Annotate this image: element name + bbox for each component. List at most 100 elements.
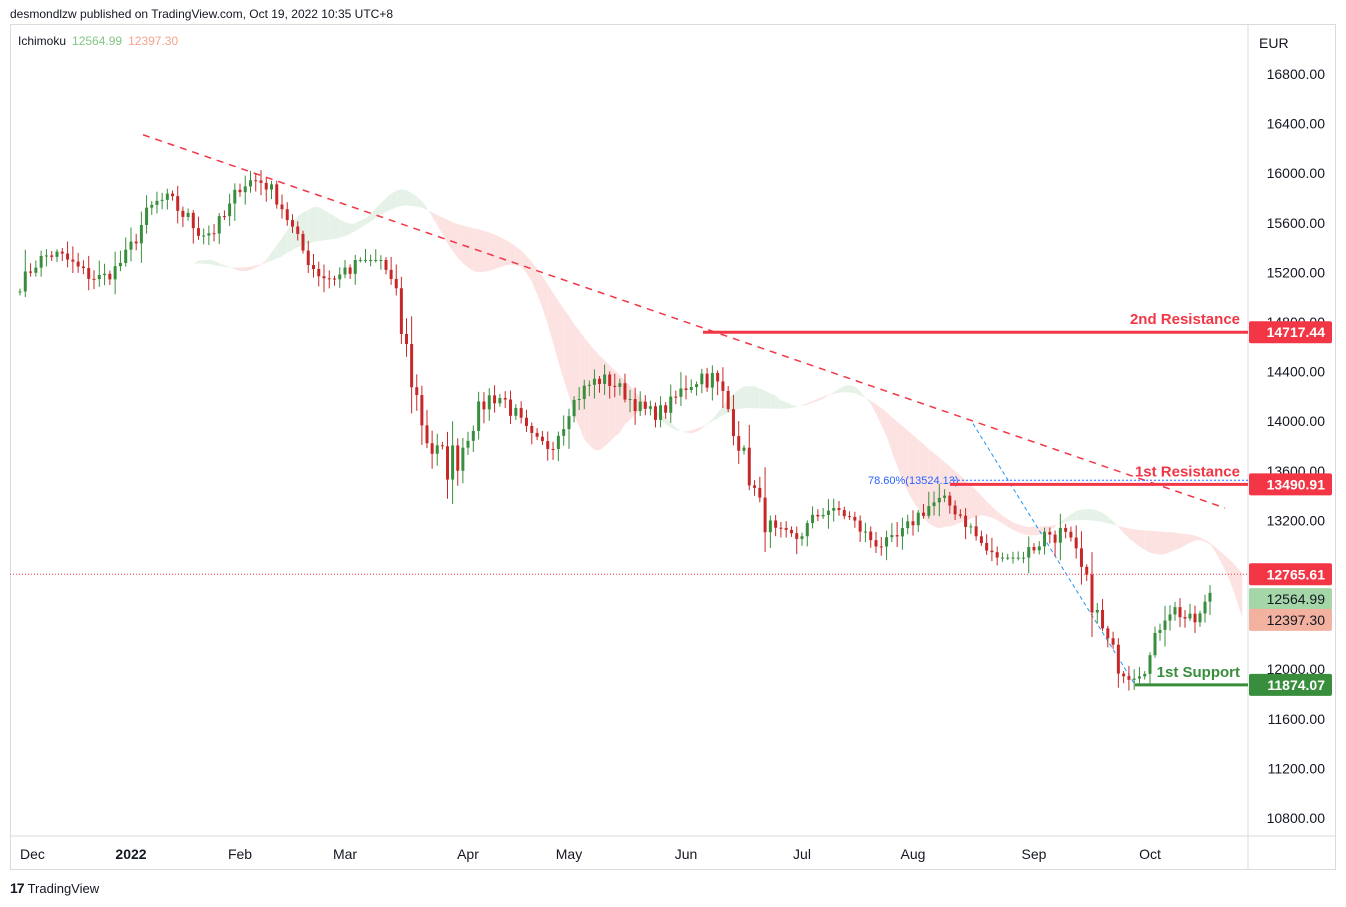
ichimoku-cloud-segment — [833, 388, 839, 394]
candle-body — [243, 186, 247, 193]
candle-body — [608, 374, 612, 386]
y-tick-label: 16800.00 — [1267, 66, 1326, 82]
ichimoku-cloud-segment — [944, 461, 950, 527]
ichimoku-cloud-segment — [1060, 518, 1066, 524]
ichimoku-cloud-segment — [1102, 512, 1108, 524]
ichimoku-cloud-segment — [345, 221, 351, 236]
candle-body — [254, 180, 258, 182]
candle-body — [435, 445, 439, 454]
ichimoku-cloud-segment — [594, 350, 600, 451]
candle-body — [1178, 607, 1182, 618]
candle-body — [618, 383, 622, 387]
candle-body — [863, 531, 867, 533]
ichimoku-cloud-segment — [245, 266, 251, 272]
ichimoku-cloud-segment — [876, 404, 882, 425]
candle-body — [1198, 613, 1202, 623]
chart-frame[interactable] — [10, 24, 1336, 870]
ichimoku-cloud-segment — [214, 260, 220, 267]
indicator-legend[interactable]: Ichimoku 12564.99 12397.30 — [18, 34, 178, 48]
price-axis-tag — [1249, 588, 1332, 611]
candle-body — [789, 529, 793, 534]
candle-body — [456, 445, 460, 471]
candle-body — [524, 417, 528, 426]
candle-body — [296, 226, 300, 234]
candle-body — [322, 276, 326, 279]
ichimoku-cloud-segment — [542, 276, 548, 325]
ichimoku-cloud-segment — [452, 222, 458, 258]
candle-body — [821, 514, 825, 517]
candle-body — [1095, 609, 1099, 613]
candle-body — [191, 212, 195, 229]
candle-body — [176, 196, 180, 211]
candle-body — [364, 260, 367, 261]
candle-body — [369, 260, 373, 261]
ichimoku-cloud-segment — [1175, 532, 1180, 550]
ichimoku-cloud-segment — [680, 431, 686, 433]
ichimoku-cloud-segment — [1049, 524, 1056, 531]
candle-body — [848, 516, 852, 518]
ichimoku-cloud-segment — [1144, 530, 1150, 553]
candle-body — [1106, 628, 1110, 639]
candle-body — [155, 200, 159, 205]
candle-body — [546, 441, 550, 449]
candle-body — [932, 502, 936, 507]
candle-body — [990, 550, 994, 553]
y-tick-label: 13200.00 — [1267, 512, 1326, 528]
candle-body — [217, 216, 221, 234]
ichimoku-cloud-segment — [599, 355, 605, 451]
ichimoku-cloud-segment — [282, 230, 288, 257]
ichimoku-cloud-segment — [759, 388, 766, 409]
ichimoku-cloud-segment — [396, 189, 402, 208]
candle-body — [374, 260, 378, 261]
candle-body — [567, 416, 571, 430]
ichimoku-cloud-segment — [907, 430, 913, 501]
candle-body — [753, 485, 757, 488]
candle-body — [1101, 609, 1105, 629]
ichimoku-cloud-segment — [1214, 546, 1220, 559]
ichimoku-cloud-segment — [162, 271, 168, 276]
ichimoku-cloud-segment — [579, 330, 585, 440]
candle-body — [196, 228, 200, 236]
candle-body — [737, 436, 741, 451]
ichimoku-cloud-segment — [630, 385, 636, 420]
ichimoku-cloud-segment — [712, 412, 718, 422]
ichimoku-cloud-segment — [918, 439, 924, 519]
ichimoku-cloud-segment — [970, 485, 977, 519]
candle-body — [87, 268, 91, 279]
candle-body — [482, 401, 486, 410]
footer-brand[interactable]: 17 TradingView — [10, 880, 99, 896]
ichimoku-cloud-segment — [156, 275, 163, 279]
ichimoku-cloud-segment — [334, 216, 340, 239]
ichimoku-cloud-segment — [499, 237, 506, 268]
ichimoku-cloud-segment — [1123, 527, 1129, 539]
candle-body — [509, 399, 513, 416]
candle-body — [18, 291, 22, 293]
candle-body — [228, 203, 232, 217]
y-tick-label: 16000.00 — [1267, 165, 1326, 181]
candle-body — [742, 447, 746, 451]
ichimoku-cloud-segment — [172, 267, 178, 270]
ichimoku-cloud-segment — [1086, 509, 1092, 521]
y-tick-label: 11200.00 — [1268, 760, 1326, 776]
candle-body — [493, 395, 497, 404]
candle-body — [842, 510, 846, 517]
ichimoku-cloud-segment — [537, 269, 543, 308]
ichimoku-cloud-segment — [1023, 525, 1029, 536]
candle-body — [410, 344, 414, 388]
candle-body — [1208, 592, 1212, 602]
ichimoku-cloud-segment — [1237, 568, 1243, 618]
candle-body — [911, 521, 915, 526]
ichimoku-cloud-segment — [823, 394, 829, 399]
ichimoku-cloud-segment — [589, 344, 595, 450]
candle-body — [653, 406, 657, 420]
ichimoku-cloud-segment — [240, 267, 246, 272]
candle-body — [948, 495, 952, 506]
ichimoku-cloud-segment — [432, 212, 438, 226]
ichimoku-cloud-segment — [765, 390, 771, 409]
candle-body — [774, 520, 778, 528]
candle-body — [731, 409, 735, 437]
candle-body — [695, 384, 699, 388]
candle-body — [1064, 527, 1068, 532]
x-tick-label: Jun — [675, 846, 698, 862]
